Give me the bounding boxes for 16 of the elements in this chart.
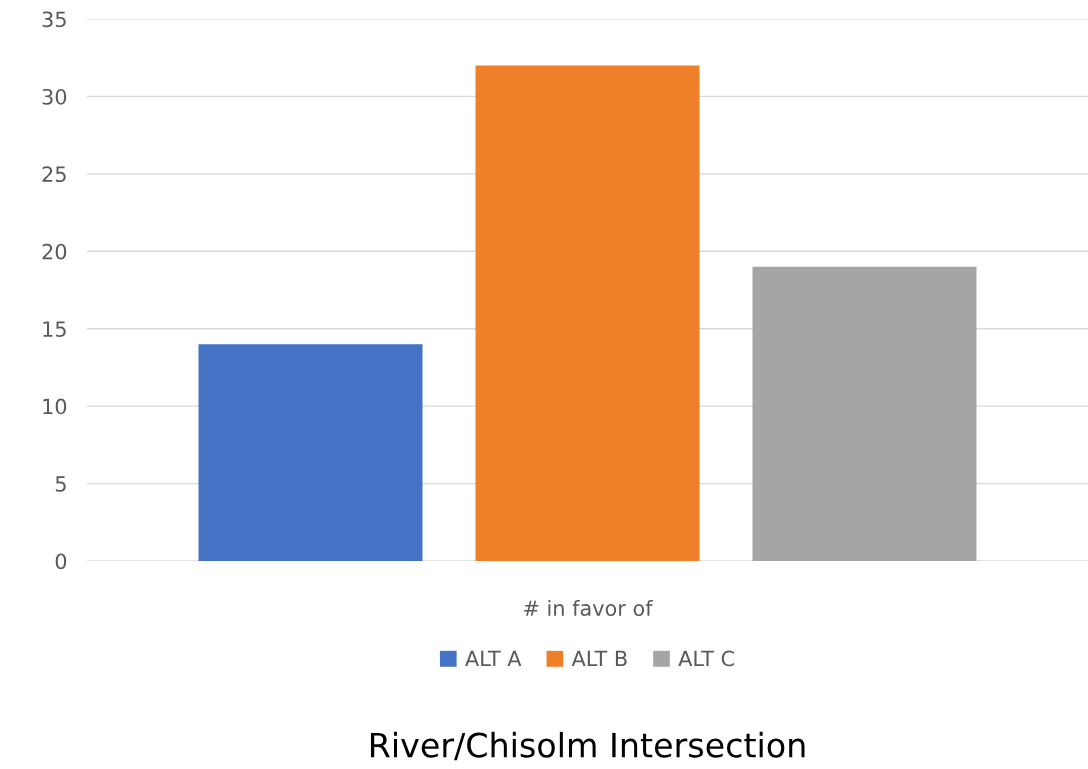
legend-label: ALT A [465, 650, 522, 667]
y-tick-label: 10 [43, 398, 67, 415]
text: River/Chisolm Intersection [370, 731, 805, 761]
y-tick-label: 30 [42, 88, 67, 105]
legend-label: ALT C [678, 650, 734, 667]
y-tick-label: 20 [42, 243, 67, 260]
y-tick-label: 5 [55, 476, 66, 492]
legend-label: ALT B [571, 650, 627, 667]
bar [475, 65, 700, 561]
y-tick-label: 25 [42, 166, 66, 183]
bar [752, 266, 977, 561]
y-tick-label: 15 [43, 321, 66, 337]
bar [198, 344, 423, 561]
y-tick-label: 0 [55, 553, 67, 570]
y-tick-label: 35 [42, 11, 66, 28]
x-tick-label: # in favor of [524, 599, 653, 617]
